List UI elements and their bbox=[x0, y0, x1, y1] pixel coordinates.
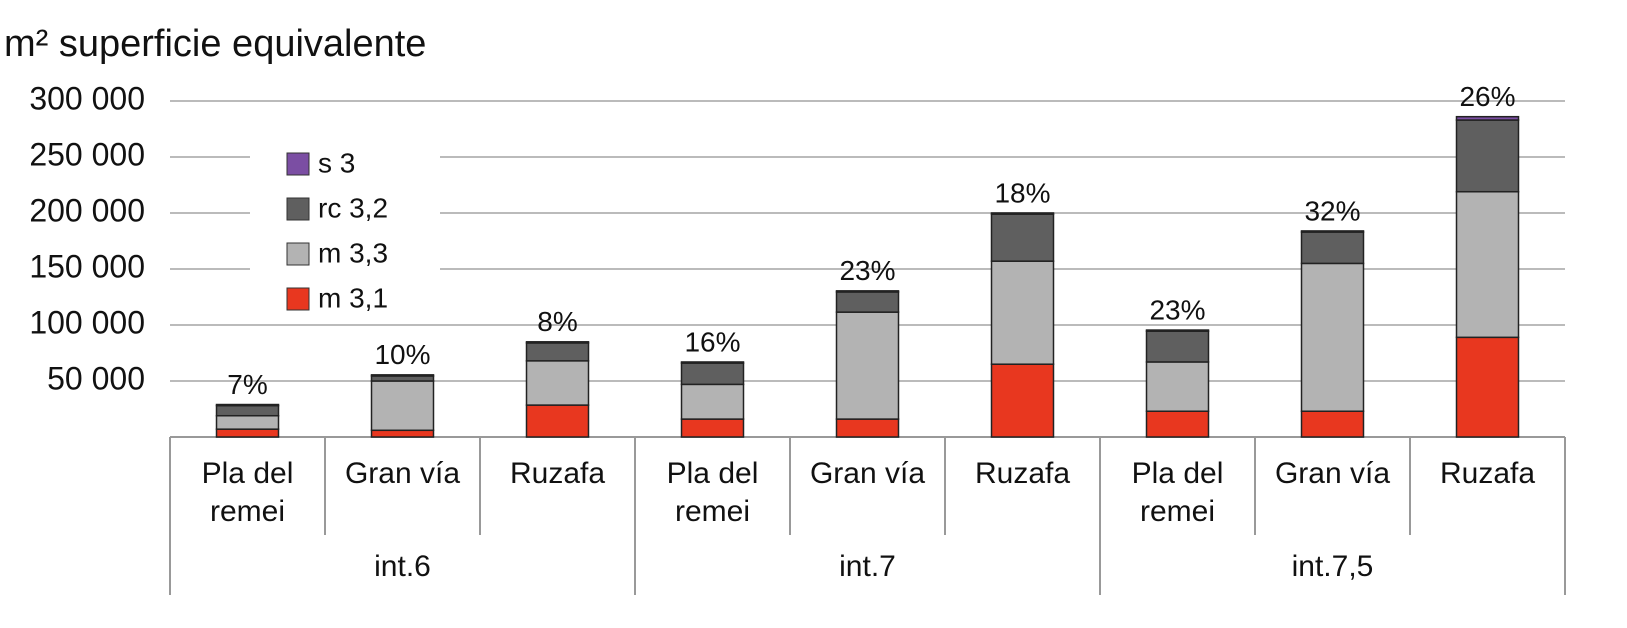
bar-segment bbox=[215, 414, 280, 430]
bar-segment bbox=[1300, 262, 1365, 412]
y-tick-label: 100 000 bbox=[29, 304, 145, 340]
bar-segment bbox=[1300, 231, 1365, 265]
legend-swatch bbox=[286, 242, 310, 266]
bar-segment bbox=[1145, 361, 1210, 412]
bar-annotation: 16% bbox=[684, 326, 740, 357]
bar-segment bbox=[835, 291, 900, 313]
legend-swatch bbox=[286, 197, 310, 221]
bar-segment bbox=[370, 375, 435, 382]
x-tick-label: Gran vía bbox=[344, 457, 461, 490]
bar-segment bbox=[1455, 190, 1520, 339]
legend-box bbox=[250, 148, 440, 323]
bar-annotation: 23% bbox=[839, 255, 895, 286]
x-tick-label: Gran vía bbox=[809, 457, 926, 490]
y-tick-label: 300 000 bbox=[29, 80, 145, 116]
bar-segment bbox=[215, 404, 280, 417]
y-tick-label: 50 000 bbox=[47, 360, 145, 396]
bar-segment bbox=[370, 429, 435, 438]
bar-annotation: 8% bbox=[537, 306, 577, 337]
y-tick-label: 250 000 bbox=[29, 136, 145, 172]
group-label: int.6 bbox=[374, 550, 431, 583]
x-tick-label: Ruzafa bbox=[1439, 457, 1536, 490]
bar-annotation: 18% bbox=[994, 177, 1050, 208]
legend-label: rc 3,2 bbox=[318, 192, 388, 223]
legend-label: m 3,3 bbox=[318, 237, 388, 268]
bar-segment bbox=[680, 362, 745, 386]
bar-segment bbox=[370, 374, 435, 377]
bar-segment bbox=[990, 212, 1055, 215]
bar-segment bbox=[1145, 329, 1210, 332]
bar-segment bbox=[680, 418, 745, 438]
bar-segment bbox=[525, 404, 590, 438]
bar-segment bbox=[835, 418, 900, 438]
group-label: int.7,5 bbox=[1292, 550, 1374, 583]
bar-segment bbox=[680, 383, 745, 420]
x-tick-label: Ruzafa bbox=[509, 457, 606, 490]
bar-annotation: 23% bbox=[1149, 294, 1205, 325]
bar-segment bbox=[215, 403, 280, 407]
bar-segment bbox=[1145, 330, 1210, 363]
bar-segment bbox=[835, 311, 900, 420]
bar-segment bbox=[1300, 410, 1365, 438]
legend-swatch bbox=[286, 152, 310, 176]
bar-annotation: 10% bbox=[374, 339, 430, 370]
legend-label: s 3 bbox=[318, 147, 355, 178]
x-tick-label: Pla del remei bbox=[201, 457, 294, 528]
x-tick-label: Ruzafa bbox=[974, 457, 1071, 490]
bar-segment bbox=[990, 363, 1055, 438]
bar-segment bbox=[990, 260, 1055, 365]
x-tick-label: Gran vía bbox=[1274, 457, 1391, 490]
legend-swatch bbox=[286, 287, 310, 311]
bar-annotation: 26% bbox=[1459, 81, 1515, 112]
bar-segment bbox=[370, 380, 435, 432]
legend-label: m 3,1 bbox=[318, 282, 388, 313]
bar-segment bbox=[680, 361, 745, 364]
bar-annotation: 32% bbox=[1304, 195, 1360, 226]
bar-segment bbox=[990, 213, 1055, 262]
bar-annotation: 7% bbox=[227, 369, 267, 400]
y-tick-label: 150 000 bbox=[29, 248, 145, 284]
bar-segment bbox=[1455, 119, 1520, 193]
x-tick-label: Pla del remei bbox=[1131, 457, 1224, 528]
bar-segment bbox=[525, 360, 590, 406]
y-tick-label: 200 000 bbox=[29, 192, 145, 228]
bar-segment bbox=[835, 290, 900, 293]
x-tick-label: Pla del remei bbox=[666, 457, 759, 528]
bar-segment bbox=[1145, 410, 1210, 438]
bar-segment bbox=[525, 341, 590, 344]
bar-segment bbox=[215, 428, 280, 438]
bar-segment bbox=[1300, 230, 1365, 233]
bar-segment bbox=[525, 342, 590, 362]
y-axis-title: m² superficie equivalente bbox=[4, 23, 426, 65]
group-label: int.7 bbox=[839, 550, 896, 583]
bar-segment bbox=[1455, 115, 1520, 121]
bar-segment bbox=[1455, 336, 1520, 438]
